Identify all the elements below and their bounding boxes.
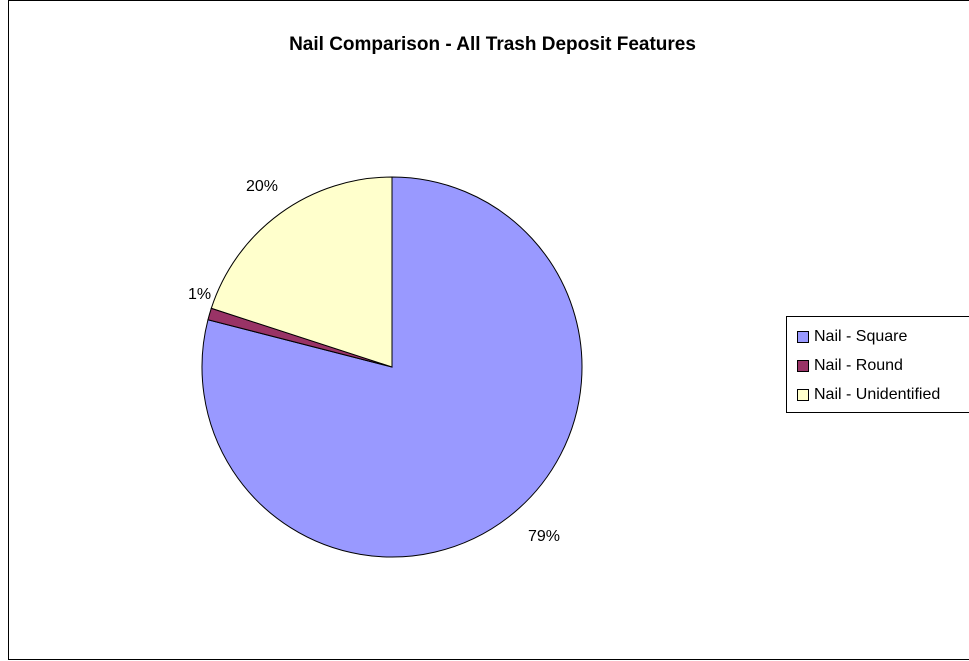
chart-frame: Nail Comparison - All Trash Deposit Feat… — [8, 0, 969, 660]
legend-label-square: Nail - Square — [814, 327, 908, 345]
pie-label-square: 79% — [528, 528, 560, 545]
legend-item-square: Nail - Square — [787, 322, 969, 351]
pie-label-round: 1% — [188, 286, 211, 303]
legend-swatch-unidentified — [797, 388, 809, 401]
pie-slice-square — [201, 176, 583, 558]
legend-swatch-round — [797, 359, 809, 372]
chart-title: Nail Comparison - All Trash Deposit Feat… — [289, 34, 696, 55]
legend-swatch-square — [797, 330, 809, 343]
legend: Nail - Square Nail - Round Nail - Uniden… — [786, 316, 969, 413]
pie-label-unidentified: 20% — [246, 178, 278, 195]
pie-chart: 79% 1% 20% — [188, 176, 583, 558]
legend-label-unidentified: Nail - Unidentified — [814, 385, 941, 403]
pie-slice-unidentified — [210, 176, 393, 368]
legend-item-round: Nail - Round — [787, 351, 969, 380]
legend-item-unidentified: Nail - Unidentified — [787, 380, 969, 409]
legend-label-round: Nail - Round — [814, 356, 903, 374]
